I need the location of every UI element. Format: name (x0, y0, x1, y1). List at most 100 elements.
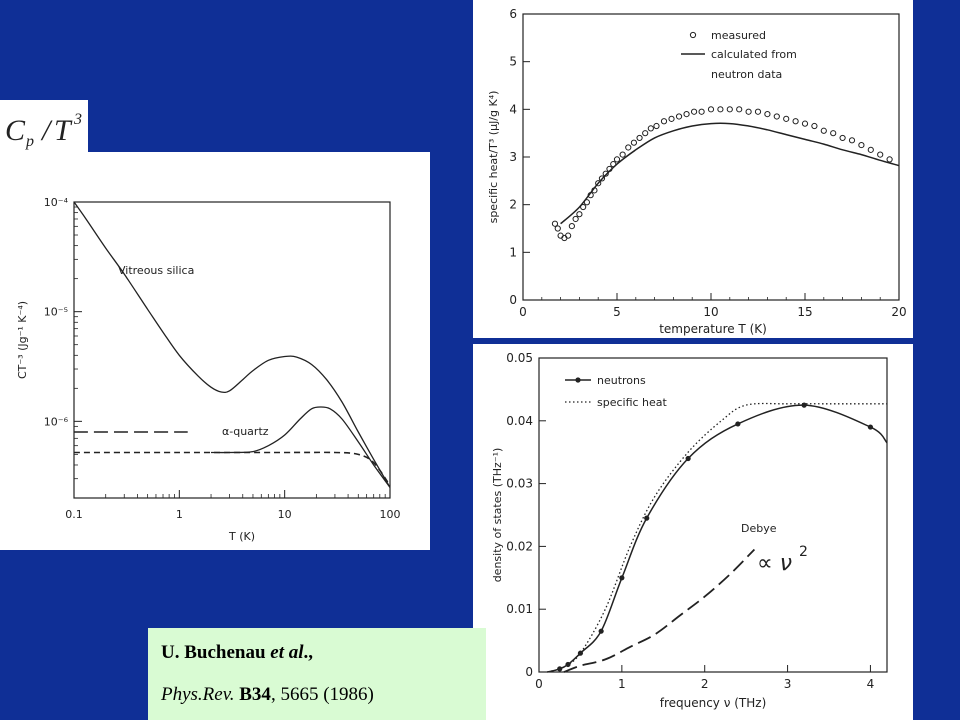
tr-measured-point (764, 111, 771, 118)
tr-measured-point (580, 203, 587, 211)
tr-measured-point (886, 156, 893, 163)
tr-measured-point (554, 225, 561, 232)
reference-box: U. Buchenau et al., Phys.Rev. B34, 5665 … (148, 628, 486, 720)
formula-svg: C p / T 3 (5, 111, 82, 150)
top-right-chart-svg: 0 5 10 15 20 0 1 2 3 4 5 6 temperature T (K) specific… (487, 7, 907, 336)
tr-measured-point (858, 141, 865, 149)
tr-measured-point (877, 151, 884, 158)
tr-measured-point (595, 180, 602, 187)
tr-measured-point (707, 106, 715, 113)
br-x-tick-label: 3 (784, 677, 792, 691)
tr-measured-point (820, 127, 827, 134)
tr-measured-point (773, 113, 780, 120)
tr-measured-point (625, 144, 632, 151)
br-neutrons-line (547, 404, 888, 673)
left-x-tick-label: 0.1 (65, 508, 83, 521)
br-annotation-debye: Debye (741, 522, 777, 535)
br-neutrons-point (735, 421, 741, 427)
tr-measured-point (811, 122, 818, 130)
tr-measured-point (572, 215, 579, 223)
tr-measured-point (698, 108, 705, 115)
tr-x-tick-label: 0 (519, 305, 527, 319)
br-y-tick-label: 0.02 (506, 539, 533, 553)
formula-p: p (25, 133, 34, 150)
tr-measured-point (660, 118, 668, 125)
tr-measured-point (675, 113, 683, 120)
br-annotation-exponent: 2 (799, 544, 808, 560)
tr-x-tick-label: 5 (613, 305, 621, 319)
br-y-tick-label: 0.05 (506, 351, 533, 365)
tr-measured-point (642, 130, 649, 137)
panel-divider (473, 339, 913, 343)
br-x-tick-label: 1 (618, 677, 626, 691)
tr-legend-label-neutron: neutron data (711, 68, 782, 81)
br-x-tick-label: 2 (701, 677, 709, 691)
br-legend-marker-neutrons (575, 377, 581, 383)
left-plot-frame (73, 201, 391, 499)
br-y-axis-label: density of states (THz⁻¹) (491, 448, 504, 583)
left-y-tick-label: 10⁻⁵ (44, 306, 68, 319)
left-y-axis-label: CT⁻³ (Jg⁻¹ K⁻⁴) (16, 301, 29, 379)
tr-y-axis-label: specific heat/T³ (μJ/g K⁴) (487, 91, 500, 224)
tr-measured-point (726, 106, 733, 113)
br-neutrons-point (598, 628, 604, 634)
reference-volume: B34 (239, 684, 271, 705)
left-series-line (73, 201, 391, 488)
reference-citation: Phys.Rev. B34, 5665 (1986) (161, 684, 374, 706)
reference-authors: U. Buchenau et al., (161, 642, 313, 664)
bottom-right-chart-panel: 0 1 2 3 4 0 0.01 0.02 0.03 0.04 0.05 frequency ν (T… (473, 344, 913, 720)
formula-exp: 3 (73, 111, 82, 128)
tr-measured-point (613, 156, 621, 163)
tr-measured-point (783, 115, 790, 122)
br-neutrons-point (801, 402, 807, 408)
tr-measured-point (683, 111, 690, 118)
tr-measured-point (754, 108, 762, 115)
tr-y-tick-label: 6 (509, 7, 517, 21)
tr-measured-point (551, 220, 559, 227)
br-neutrons-point (577, 650, 584, 656)
left-chart-panel: 0.1 1 10 100 10⁻⁴ 10⁻⁵ 10⁻⁶ T (K) CT⁻³ (Jg⁻¹ K⁻⁴… (0, 152, 430, 550)
formula-c: C (5, 114, 26, 147)
br-y-tick-label: 0.03 (506, 477, 533, 491)
br-neutrons-point (619, 575, 625, 581)
br-x-axis-label: frequency ν (THz) (660, 696, 767, 710)
tr-measured-point (619, 151, 626, 158)
tr-measured-point (636, 134, 643, 142)
br-x-tick-label: 0 (535, 677, 543, 691)
tr-legend-marker-measured (689, 31, 697, 39)
br-y-tick-label: 0 (525, 665, 533, 679)
formula-t: T (54, 114, 73, 147)
tr-x-tick-label: 20 (891, 305, 906, 319)
tr-measured-point (839, 134, 846, 142)
tr-measured-point (830, 130, 837, 137)
tr-measured-point (717, 106, 724, 113)
left-x-tick-label: 1 (176, 508, 183, 521)
tr-measured-point (576, 211, 583, 218)
tr-measured-point (668, 115, 675, 122)
br-neutrons-point (685, 455, 691, 462)
br-legend-label-neutrons: neutrons (597, 374, 646, 387)
formula-box: C p / T 3 (0, 100, 88, 152)
left-annotation-alpha-quartz: α-quartz (222, 425, 269, 438)
left-annotation-vitreous-silica: Vitreous silica (118, 264, 194, 277)
tr-measured-point (848, 137, 856, 144)
tr-y-tick-label: 3 (509, 150, 517, 164)
tr-x-axis-label: temperature T (K) (659, 322, 767, 336)
tr-y-tick-label: 5 (509, 55, 517, 69)
tr-measured-point (736, 106, 743, 113)
tr-y-tick-label: 2 (509, 198, 517, 212)
tr-legend-label-measured: measured (711, 29, 766, 42)
bottom-right-chart-svg: 0 1 2 3 4 0 0.01 0.02 0.03 0.04 0.05 frequency ν (T… (491, 351, 888, 710)
br-y-tick-label: 0.01 (506, 602, 533, 616)
formula-slash: / (40, 114, 53, 147)
tr-measured-point (653, 122, 660, 130)
br-annotation-proportional-nu: ∝ ν (757, 551, 792, 576)
left-chart-svg: 0.1 1 10 100 10⁻⁴ 10⁻⁵ 10⁻⁶ T (K) CT⁻³ (Jg⁻¹ K⁻⁴… (16, 196, 401, 543)
tr-measured-point (647, 125, 654, 132)
tr-measured-point (568, 223, 575, 230)
reference-pages-year: , 5665 (1986) (270, 684, 374, 705)
tr-measured-point (745, 108, 752, 115)
left-x-tick-label: 100 (380, 508, 401, 521)
tr-measured-point (565, 232, 572, 239)
tr-measured-point (867, 146, 874, 153)
